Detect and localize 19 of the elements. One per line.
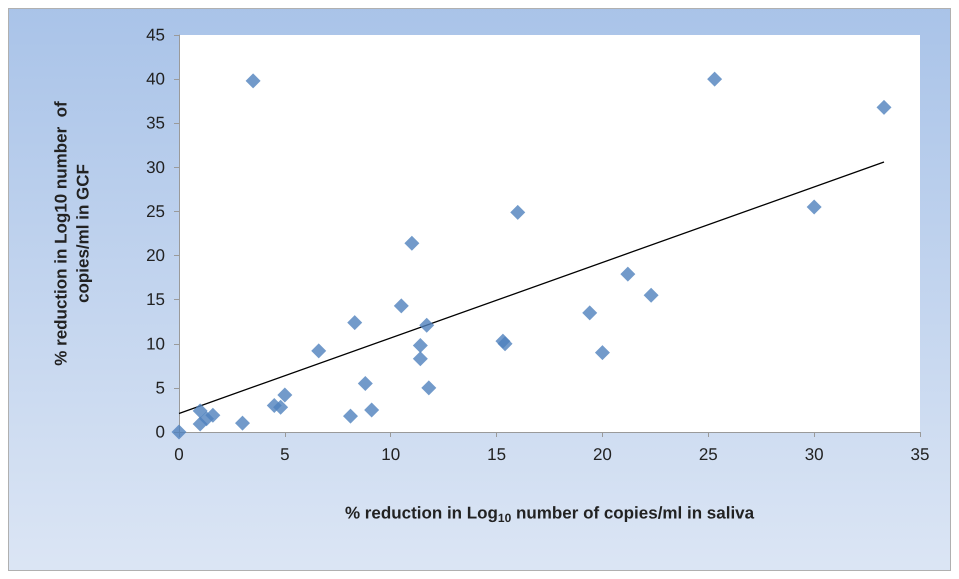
y-tick-label: 30: [146, 158, 165, 177]
x-tick-label: 20: [592, 445, 612, 464]
y-tick-label: 45: [146, 26, 165, 44]
y-axis-title: % reduction in Log10 number of copies/ml in GCF: [52, 100, 92, 366]
y-tick-label: 25: [146, 202, 165, 221]
x-tick-label: 35: [910, 445, 930, 464]
y-tick-label: 35: [146, 114, 165, 133]
y-tick-label: 40: [146, 70, 165, 89]
x-tick-label: 0: [174, 445, 184, 464]
y-tick-label: 10: [146, 334, 165, 354]
y-tick-label: 15: [146, 290, 165, 310]
x-tick-label: 15: [487, 445, 506, 464]
x-tick-label: 30: [804, 445, 824, 464]
x-tick-label: 25: [698, 445, 718, 464]
x-tick-label: 5: [280, 445, 290, 464]
y-tick-label: 0: [156, 422, 165, 442]
y-tick-label: 5: [156, 378, 165, 398]
x-tick-label: 10: [381, 445, 400, 464]
y-tick-label: 20: [146, 246, 165, 266]
